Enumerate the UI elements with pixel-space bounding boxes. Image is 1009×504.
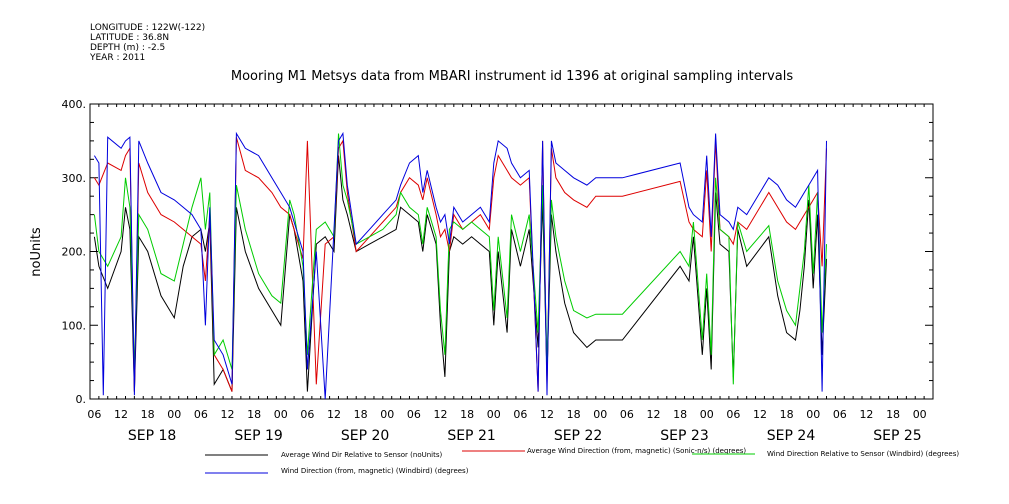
y-tick-label: 100. xyxy=(62,319,87,332)
x-hour-label: 12 xyxy=(540,408,554,421)
x-hour-label: 00 xyxy=(700,408,714,421)
x-hour-label: 18 xyxy=(567,408,581,421)
x-hour-label: 06 xyxy=(726,408,740,421)
x-day-label: SEP 25 xyxy=(873,428,921,444)
y-tick-label: 200. xyxy=(62,246,87,259)
x-hour-label: 18 xyxy=(780,408,794,421)
x-hour-label: 00 xyxy=(593,408,607,421)
legend-label-3: Wind Direction Relative to Sensor (Windb… xyxy=(767,450,959,458)
x-hour-label: 18 xyxy=(354,408,368,421)
latitude-label: LATITUDE : 36.8N xyxy=(90,33,169,43)
x-hour-label: 12 xyxy=(646,408,660,421)
x-hour-label: 00 xyxy=(913,408,927,421)
x-hour-label: 18 xyxy=(247,408,261,421)
series-layer xyxy=(93,131,827,400)
x-hour-label: 06 xyxy=(620,408,634,421)
x-hour-label: 18 xyxy=(886,408,900,421)
x-hour-label: 18 xyxy=(460,408,474,421)
legend-label-4: Wind Direction (from, magnetic) (Windbir… xyxy=(281,467,469,475)
x-day-label: SEP 21 xyxy=(447,428,495,444)
x-hour-label: 00 xyxy=(487,408,501,421)
x-day-label: SEP 19 xyxy=(234,428,282,444)
x-hour-label: 12 xyxy=(114,408,128,421)
x-hour-label: 00 xyxy=(274,408,288,421)
plot-frame xyxy=(89,103,934,400)
legend-label-1: Average Wind Dir Relative to Sensor (noU… xyxy=(281,451,442,459)
x-axis: 06 12 18 00 06 12 18 00 06 12 18 00 06 12 18 00 06 12 18 00… xyxy=(87,104,934,444)
series-line-3 xyxy=(93,133,827,385)
x-hour-label: 06 xyxy=(407,408,421,421)
y-tick-label: 400. xyxy=(62,98,87,111)
y-tick-label: 300. xyxy=(62,172,87,185)
series-line-2 xyxy=(93,137,827,392)
x-day-label: SEP 22 xyxy=(554,428,602,444)
series-line-4 xyxy=(93,131,827,400)
x-hour-label: 06 xyxy=(194,408,208,421)
y-axis: 0. 100. 200. 300. 400. xyxy=(62,98,933,406)
depth-label: DEPTH (m) : -2.5 xyxy=(90,43,165,53)
x-day-label: SEP 23 xyxy=(660,428,708,444)
x-hour-label: 12 xyxy=(434,408,448,421)
x-day-label: SEP 24 xyxy=(767,428,816,444)
x-day-label: SEP 18 xyxy=(128,428,176,444)
chart-title: Mooring M1 Metsys data from MBARI instru… xyxy=(231,69,793,84)
longitude-label: LONGITUDE : 122W(-122) xyxy=(90,23,205,33)
year-label: YEAR : 2011 xyxy=(89,53,145,63)
x-day-label: SEP 20 xyxy=(341,428,389,444)
x-hour-label: 06 xyxy=(300,408,314,421)
y-axis-label: noUnits xyxy=(29,227,44,277)
x-hour-label: 18 xyxy=(673,408,687,421)
legend: Average Wind Dir Relative to Sensor (noU… xyxy=(205,447,959,475)
x-hour-label: 00 xyxy=(167,408,181,421)
x-hour-label: 12 xyxy=(327,408,341,421)
x-hour-label: 12 xyxy=(753,408,767,421)
legend-label-2: Average Wind Direction (from, magnetic) … xyxy=(527,447,746,455)
x-hour-label: 00 xyxy=(380,408,394,421)
x-hour-label: 12 xyxy=(859,408,873,421)
x-hour-label: 06 xyxy=(513,408,527,421)
x-hour-label: 06 xyxy=(833,408,847,421)
x-hour-label: 00 xyxy=(806,408,820,421)
x-hour-label: 18 xyxy=(141,408,155,421)
x-hour-label: 06 xyxy=(87,408,101,421)
y-tick-label: 0. xyxy=(76,393,87,406)
x-hour-label: 12 xyxy=(221,408,235,421)
